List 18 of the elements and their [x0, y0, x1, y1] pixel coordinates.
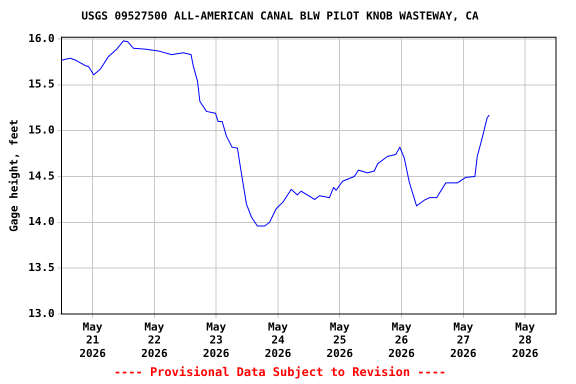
x-tick-label: May 27 2026 — [450, 320, 477, 360]
x-tick-label: May 26 2026 — [388, 320, 416, 360]
x-tick-label: May 25 2026 — [326, 320, 354, 360]
text: ---- Provisional Data Subject to Revision ---- — [114, 364, 446, 379]
x-tick-label: May 23 2026 — [202, 320, 230, 360]
y-tick-label: 13.5 — [28, 261, 55, 274]
x-tick-label: May 21 2026 — [79, 320, 106, 360]
y-tick-label: 15.0 — [28, 124, 55, 137]
y-tick-label: 14.0 — [28, 215, 55, 228]
chart-title: USGS 09527500 ALL-AMERICAN CANAL BLW PILOT KNOB WASTEWAY, CA — [81, 9, 480, 22]
y-tick-label: 14.5 — [28, 169, 55, 182]
y-tick-label: 16.0 — [28, 32, 55, 45]
y-tick-label: 15.5 — [28, 78, 55, 91]
y-tick-label: 13.0 — [28, 306, 55, 320]
x-tick-label: May 22 2026 — [141, 320, 168, 360]
x-tick-label: May 28 2026 — [512, 320, 539, 360]
y-axis-title: Gage height, feet — [7, 119, 20, 232]
x-tick-label: May 24 2026 — [264, 320, 292, 360]
